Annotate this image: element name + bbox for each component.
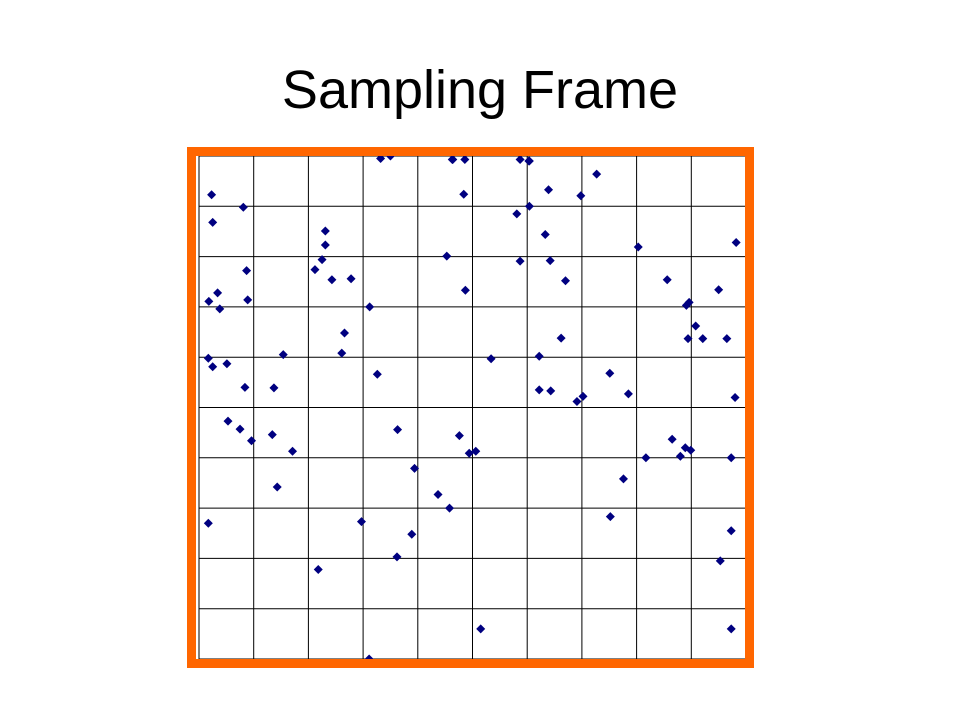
sample-point bbox=[327, 275, 337, 285]
sample-point bbox=[272, 482, 282, 492]
sampling-frame bbox=[187, 147, 754, 668]
sample-point bbox=[460, 285, 470, 295]
sample-point bbox=[534, 385, 544, 395]
sample-point bbox=[247, 436, 257, 446]
sample-point bbox=[515, 155, 525, 165]
sample-point bbox=[576, 191, 586, 201]
sample-point bbox=[698, 334, 708, 344]
sample-point bbox=[686, 445, 696, 455]
sample-point bbox=[623, 389, 633, 399]
sample-point bbox=[572, 396, 582, 406]
sample-point bbox=[691, 321, 701, 331]
sample-point bbox=[346, 274, 356, 284]
sample-point bbox=[340, 328, 350, 338]
sample-point bbox=[203, 518, 213, 528]
sample-point bbox=[460, 155, 470, 165]
sample-point bbox=[722, 334, 732, 344]
sample-point bbox=[454, 431, 464, 441]
sample-point bbox=[726, 453, 736, 463]
sample-point bbox=[376, 154, 386, 164]
sample-point bbox=[515, 256, 525, 266]
sample-point bbox=[464, 448, 474, 458]
sample-point bbox=[222, 359, 232, 369]
sampling-frame-plot bbox=[187, 147, 754, 668]
sample-point bbox=[337, 348, 347, 358]
sample-point bbox=[546, 386, 556, 396]
sample-point bbox=[267, 430, 277, 440]
slide-title: Sampling Frame bbox=[281, 60, 679, 120]
sample-point bbox=[410, 463, 420, 473]
sample-point bbox=[459, 189, 469, 199]
sample-point bbox=[235, 424, 245, 434]
sample-point bbox=[447, 155, 457, 165]
sample-point bbox=[243, 295, 253, 305]
sample-point bbox=[471, 446, 481, 456]
sample-point bbox=[240, 382, 250, 392]
sample-point bbox=[730, 392, 740, 402]
sample-point bbox=[393, 425, 403, 435]
sample-point bbox=[681, 300, 691, 310]
sample-point bbox=[433, 490, 443, 500]
sample-point bbox=[288, 446, 298, 456]
sample-point bbox=[213, 288, 223, 298]
sample-point bbox=[592, 169, 602, 179]
sample-point bbox=[512, 209, 522, 219]
sample-point bbox=[204, 296, 214, 306]
sample-point bbox=[372, 369, 382, 379]
sample-point bbox=[560, 276, 570, 286]
sample-point bbox=[320, 240, 330, 250]
sample-point bbox=[392, 552, 402, 562]
sample-point bbox=[540, 229, 550, 239]
sample-point bbox=[223, 416, 233, 426]
sample-point bbox=[605, 368, 615, 378]
sample-point bbox=[524, 156, 534, 166]
sample-point bbox=[203, 353, 213, 363]
sample-point bbox=[238, 202, 248, 212]
sample-point bbox=[633, 242, 643, 252]
sample-point bbox=[320, 226, 330, 236]
sample-point bbox=[544, 185, 554, 195]
sample-point bbox=[407, 529, 417, 539]
sample-point bbox=[618, 474, 628, 484]
sample-point bbox=[641, 453, 651, 463]
sample-point bbox=[731, 238, 741, 248]
sample-point bbox=[317, 255, 327, 265]
sample-point bbox=[524, 201, 534, 211]
sample-point bbox=[310, 265, 320, 275]
sample-point bbox=[269, 383, 279, 393]
sample-point bbox=[445, 503, 455, 513]
sample-point bbox=[208, 362, 218, 372]
sample-point bbox=[675, 451, 685, 461]
sample-point bbox=[683, 334, 693, 344]
sample-point bbox=[356, 517, 366, 527]
sample-point bbox=[313, 564, 323, 574]
sample-point bbox=[442, 251, 452, 261]
sample-point bbox=[215, 304, 225, 314]
sample-point bbox=[208, 217, 218, 227]
sample-point bbox=[715, 556, 725, 566]
sample-point bbox=[556, 333, 566, 343]
sample-point bbox=[365, 302, 375, 312]
sample-point bbox=[662, 275, 672, 285]
sample-point bbox=[667, 434, 677, 444]
sample-point bbox=[726, 624, 736, 634]
sample-point bbox=[714, 285, 724, 295]
sample-point bbox=[207, 190, 217, 200]
sample-point bbox=[476, 624, 486, 634]
sample-point bbox=[726, 526, 736, 536]
sample-point bbox=[486, 354, 496, 364]
sample-point bbox=[534, 351, 544, 361]
grid-lines bbox=[198, 155, 747, 660]
frame-border bbox=[187, 147, 754, 668]
sample-point bbox=[545, 256, 555, 266]
sample-point bbox=[278, 350, 288, 360]
sample-point bbox=[578, 391, 588, 401]
sample-point bbox=[605, 512, 615, 522]
